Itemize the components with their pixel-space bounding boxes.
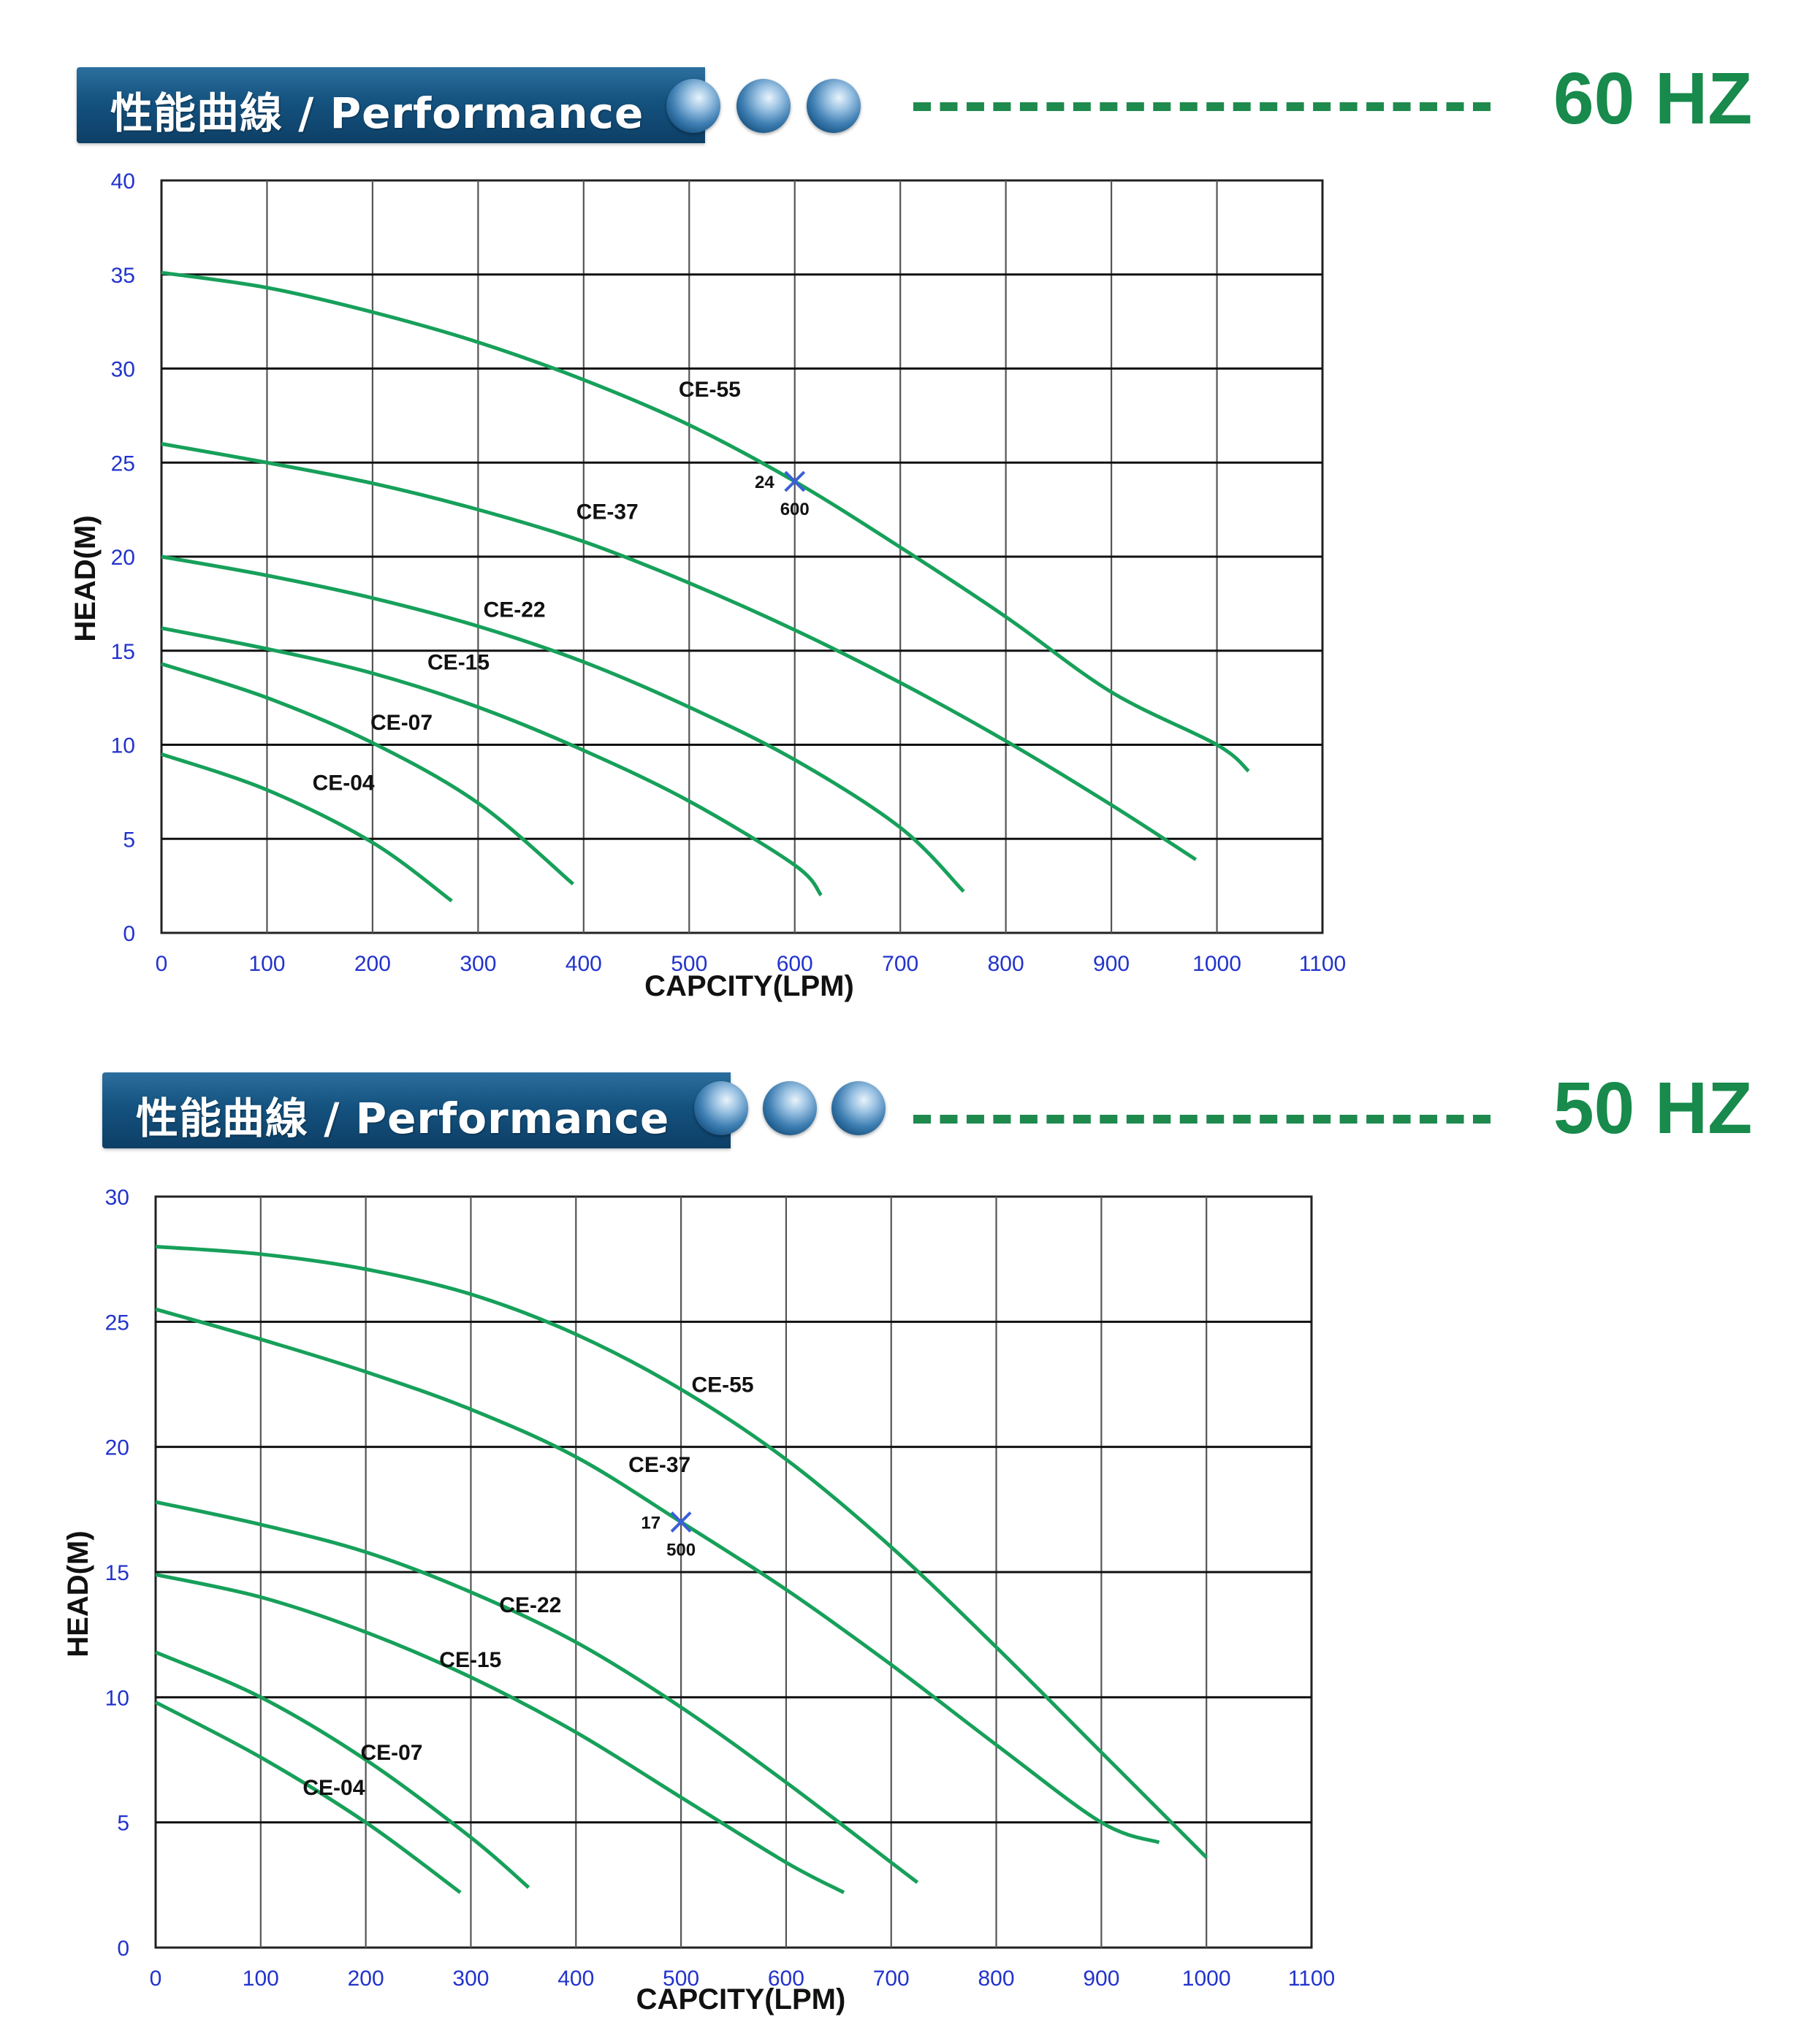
series-curve-ce-15 [155,1572,845,1894]
sphere-icon [831,1081,886,1135]
x-tick-label: 100 [248,952,285,976]
x-tick-label: 700 [882,952,918,976]
x-tick-label: 0 [150,1967,162,1991]
x-tick-label: 1000 [1182,1967,1231,1991]
performance-banner: 性能曲線 / Performance [77,67,705,143]
performance-chart-60hz: 0 100 200 300 400 500 600 700 800 900 1000 1100 0 5 10… [69,169,1347,1002]
x-tick-label: 500 [663,1967,699,1991]
x-axis-title: CAPCITY(LPM) [644,970,854,1002]
y-axis-title: HEAD(M) [62,1530,94,1657]
x-tick-label: 900 [1083,1967,1119,1991]
frequency-label: 60 HZ [1553,58,1753,140]
duty-point-marker [784,470,806,492]
series-label-ce-55: CE-55 [679,378,741,402]
duty-point-head-label: 17 [641,1513,661,1533]
series-curve-ce-55 [155,1245,1208,1859]
y-tick-label: 0 [123,922,135,946]
x-tick-label: 1000 [1192,952,1241,976]
series-curve-ce-04 [161,752,453,903]
banner-title: 性能曲線 / Performance [136,1094,670,1143]
series-label-ce-07: CE-07 [370,711,433,735]
y-axis-title: HEAD(M) [69,515,102,641]
y-tick-label: 10 [105,1686,129,1710]
x-tick-label: 0 [156,952,168,976]
y-tick-label: 20 [105,1436,129,1460]
x-tick-label: 1100 [1299,952,1347,976]
x-axis-title: CAPCITY(LPM) [636,1983,846,2016]
sphere-icon [666,79,720,133]
x-tick-label: 100 [243,1967,279,1991]
series-label-ce-22: CE-22 [499,1593,561,1617]
dashed-leader-line [913,1115,1491,1132]
performance-banner: 性能曲線 / Performance [102,1072,731,1148]
x-tick-label: 500 [671,952,707,976]
y-tick-label: 0 [117,1937,129,1961]
x-tick-label: 800 [978,1967,1015,1991]
series-label-ce-04: CE-04 [302,1776,365,1800]
duty-point-marker [670,1511,692,1533]
sphere-icon [694,1081,748,1135]
series-curve-ce-07 [161,662,574,885]
y-tick-label: 30 [111,358,135,382]
x-tick-label: 300 [460,952,496,976]
y-tick-label: 15 [105,1561,129,1585]
sphere-icon [807,79,861,133]
banner-title: 性能曲線 / Performance [110,88,644,138]
x-tick-label: 700 [873,1967,910,1991]
series-label-ce-07: CE-07 [360,1741,422,1765]
y-tick-label: 35 [111,264,135,288]
series-curve-ce-04 [154,1700,462,1894]
series-curve-ce-37 [161,442,1198,861]
duty-point-head-label: 24 [755,473,774,492]
duty-point-flow-label: 600 [780,500,810,519]
y-tick-label: 5 [117,1812,129,1836]
x-tick-label: 400 [557,1967,594,1991]
y-tick-label: 10 [111,734,135,758]
series-label-ce-04: CE-04 [313,771,375,795]
x-tick-label: 800 [988,952,1024,976]
sphere-icon [736,79,791,133]
x-tick-label: 300 [452,1967,489,1991]
duty-point-flow-label: 500 [666,1540,696,1560]
x-tick-label: 1100 [1288,1967,1336,1991]
x-tick-label: 400 [566,952,602,976]
series-label-ce-37: CE-37 [576,500,639,525]
x-tick-label: 200 [354,952,391,976]
series-curve-ce-15 [161,626,823,897]
series-label-ce-22: CE-22 [484,598,546,622]
series-label-ce-37: CE-37 [628,1453,690,1477]
sphere-icon [763,1081,817,1135]
y-tick-label: 25 [105,1311,129,1335]
series-curve-ce-55 [161,270,1250,773]
frequency-label: 50 HZ [1553,1067,1753,1149]
series-curve-ce-22 [161,554,965,893]
x-tick-label: 600 [768,1967,804,1991]
y-tick-label: 5 [123,828,135,852]
series-curve-ce-07 [155,1650,530,1889]
y-tick-label: 15 [111,640,135,664]
y-tick-label: 25 [111,451,135,476]
series-label-ce-55: CE-55 [691,1373,753,1397]
dashed-leader-line [913,102,1491,120]
y-tick-label: 20 [111,546,135,570]
x-tick-label: 200 [348,1967,384,1991]
x-tick-label: 900 [1093,952,1130,976]
y-tick-label: 30 [105,1186,129,1210]
x-tick-label: 600 [777,952,813,976]
series-label-ce-15: CE-15 [427,651,490,675]
y-tick-label: 40 [111,169,135,194]
series-curve-ce-22 [155,1500,919,1884]
series-label-ce-15: CE-15 [439,1648,501,1672]
